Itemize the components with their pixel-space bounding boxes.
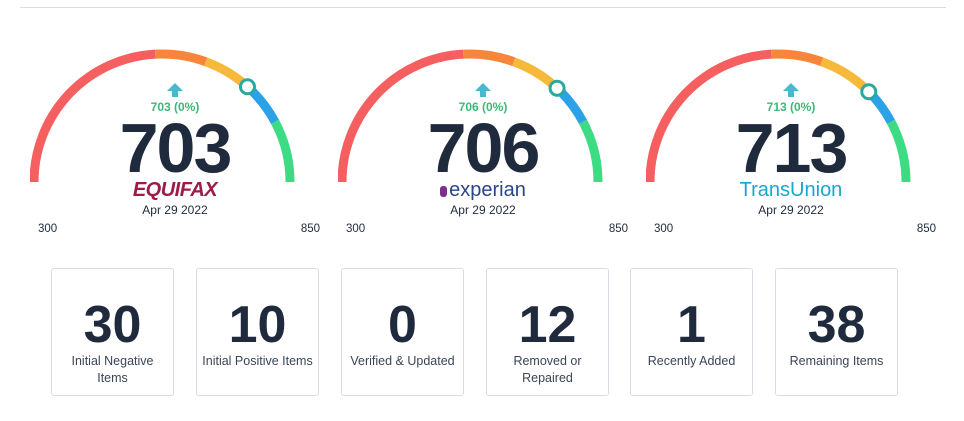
stat-label: Remaining Items [789, 354, 884, 368]
stat-value: 1 [677, 296, 706, 354]
gauge-min-label: 300 [654, 223, 674, 235]
gauge-segment [771, 49, 824, 66]
gauge-segment [30, 49, 156, 183]
gauge-min-label: 300 [38, 223, 58, 235]
transunion-gauge: 713 (0%) 713 TransUnion Apr 29 2022 300 … [646, 30, 936, 245]
stat-card-recently-added: 1 Recently Added [630, 268, 753, 396]
score-date: Apr 29 2022 [142, 203, 208, 217]
experian-logo: experian [338, 178, 628, 202]
stat-value: 38 [807, 296, 866, 354]
top-divider [20, 7, 946, 8]
gauge-segment [579, 119, 603, 183]
stat-value: 10 [228, 296, 287, 354]
gauge-segment [271, 119, 295, 183]
stat-value: 0 [388, 296, 417, 354]
credit-score: 703 [119, 109, 233, 187]
experian-dot-icon [440, 186, 448, 197]
gauge-arc [338, 49, 603, 183]
score-marker [860, 83, 878, 101]
trend-up-icon [30, 83, 320, 102]
stat-label: Initial Negative Items [71, 354, 154, 385]
score-change: 703 (0%) [150, 100, 200, 114]
score-change: 713 (0%) [766, 100, 816, 114]
trend-up-icon [338, 83, 628, 102]
stat-value: 12 [518, 296, 577, 354]
experian-logo-text: experian [449, 179, 526, 201]
gauge-max-label: 850 [916, 223, 936, 235]
transunion-logo: TransUnion [739, 179, 843, 201]
gauge-segment [887, 119, 911, 183]
stat-value: 30 [83, 296, 142, 354]
equifax-gauge: 703 (0%) 703 EQUIFAX Apr 29 2022 300 850 [30, 30, 320, 245]
stat-card-initial-negative: 30 Initial Negative Items [51, 268, 174, 396]
gauge-segment [463, 49, 516, 66]
stat-label: Verified & Updated [350, 354, 455, 368]
gauge-max-label: 850 [300, 223, 320, 235]
experian-gauge: 706 (0%) 706 experian Apr 29 2022 300 85… [338, 30, 628, 245]
gauge-arc [30, 49, 295, 183]
score-change: 706 (0%) [458, 100, 508, 114]
stat-card-verified-updated: 0 Verified & Updated [341, 268, 464, 396]
trend-up-icon [646, 83, 936, 102]
stat-card-removed-repaired: 12 Removed or Repaired [486, 268, 609, 396]
gauge-arc [646, 49, 911, 183]
gauge-segment [338, 49, 464, 183]
stat-label: Recently Added [647, 354, 736, 368]
stat-card-remaining: 38 Remaining Items [775, 268, 898, 396]
stat-card-initial-positive: 10 Initial Positive Items [196, 268, 319, 396]
credit-score: 706 [427, 109, 541, 187]
score-date: Apr 29 2022 [758, 203, 824, 217]
gauge-min-label: 300 [346, 223, 366, 235]
score-date: Apr 29 2022 [450, 203, 516, 217]
stat-label: Initial Positive Items [202, 354, 313, 368]
score-marker [548, 79, 566, 97]
credit-score: 713 [735, 109, 849, 187]
stat-label: Removed or Repaired [513, 354, 582, 385]
gauge-segment [646, 49, 772, 183]
gauge-segment [155, 49, 208, 66]
gauge-max-label: 850 [608, 223, 628, 235]
equifax-logo: EQUIFAX [132, 179, 218, 201]
score-marker [238, 78, 256, 96]
